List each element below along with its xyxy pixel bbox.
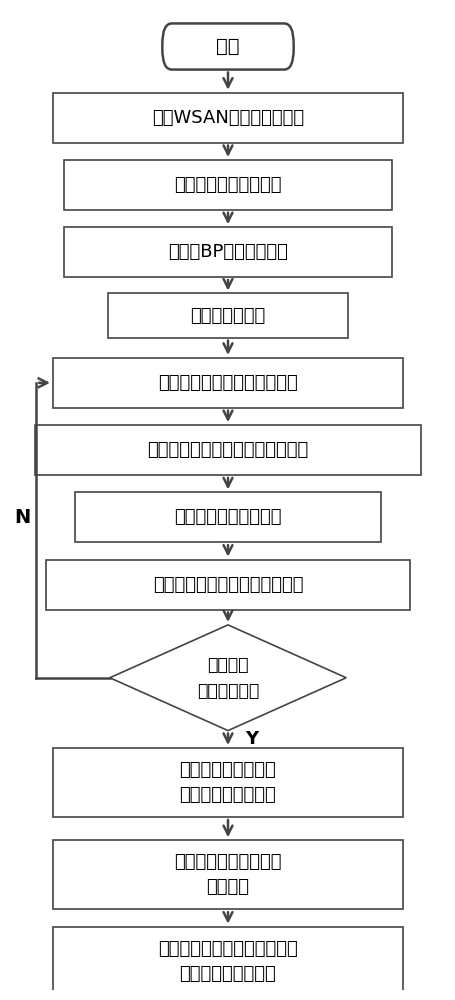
Text: 初始化BP神经网络参数: 初始化BP神经网络参数 <box>168 243 287 261</box>
Bar <box>64 227 391 277</box>
Bar <box>75 492 380 542</box>
Bar <box>53 927 402 996</box>
FancyBboxPatch shape <box>162 23 293 70</box>
Bar <box>35 425 420 475</box>
Text: 更新网络种群的速度、位置和频率: 更新网络种群的速度、位置和频率 <box>147 441 308 459</box>
Text: 是否达到
最大迭代次数: 是否达到 最大迭代次数 <box>197 656 258 700</box>
Text: 开始: 开始 <box>216 37 239 56</box>
Bar <box>107 293 348 338</box>
Text: 对传感器节点信息进行
数据融合: 对传感器节点信息进行 数据融合 <box>174 853 281 896</box>
Bar <box>53 358 402 408</box>
Text: 初始化蝙蝠种群: 初始化蝙蝠种群 <box>190 307 265 325</box>
Text: 数据特征提取及预处理: 数据特征提取及预处理 <box>174 176 281 194</box>
Bar <box>53 748 402 817</box>
Bar <box>64 160 391 210</box>
Text: 更新网络种群响度和脉冲发生率: 更新网络种群响度和脉冲发生率 <box>152 576 303 594</box>
Polygon shape <box>110 625 345 731</box>
Text: 将数据融合结果转化为执行器
节点的任务分配信息: 将数据融合结果转化为执行器 节点的任务分配信息 <box>158 940 297 983</box>
Bar <box>53 93 402 143</box>
Text: 评价当前最优解的好坏: 评价当前最优解的好坏 <box>174 508 281 526</box>
Bar <box>46 560 409 610</box>
Text: Y: Y <box>245 730 258 748</box>
Text: 计算蝙蝠种群的适应度值寻优: 计算蝙蝠种群的适应度值寻优 <box>158 374 297 392</box>
Bar <box>53 840 402 909</box>
Text: 将最优值分量赋给神
经网络的权值和阈值: 将最优值分量赋给神 经网络的权值和阈值 <box>179 761 276 804</box>
Text: N: N <box>14 508 30 527</box>
Text: 输入WSAN传感器节点数据: 输入WSAN传感器节点数据 <box>152 109 303 127</box>
